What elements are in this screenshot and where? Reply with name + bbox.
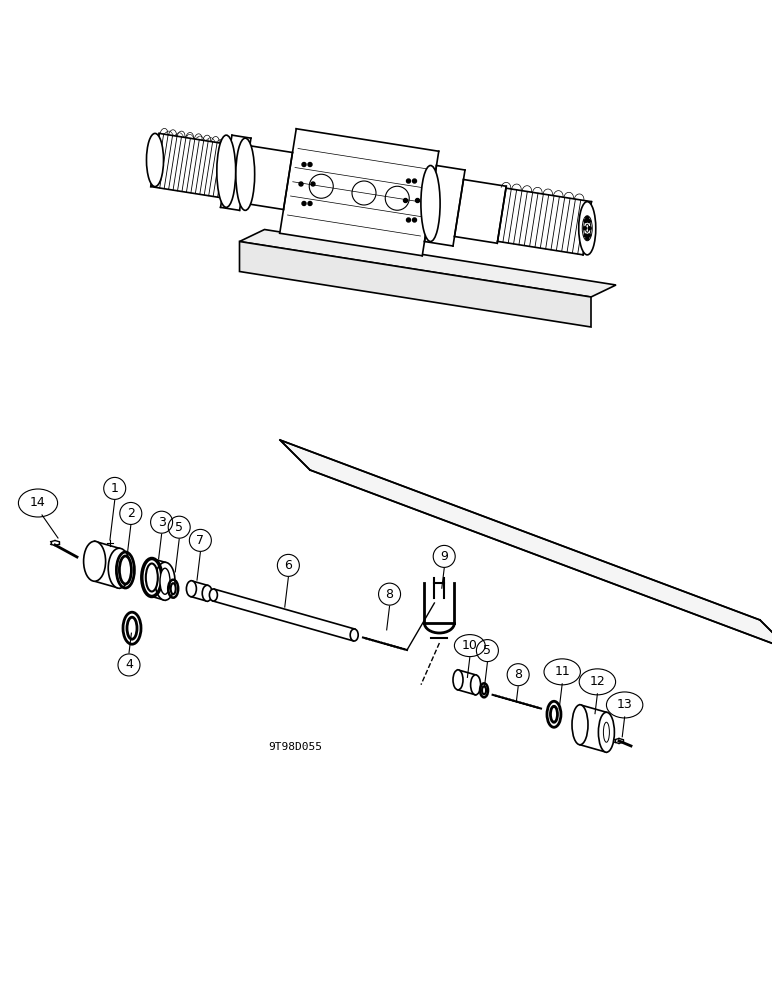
Circle shape <box>412 179 417 183</box>
Polygon shape <box>241 146 293 210</box>
Circle shape <box>586 217 589 220</box>
Ellipse shape <box>550 706 557 722</box>
Polygon shape <box>279 129 438 256</box>
Text: 8: 8 <box>385 588 394 601</box>
Ellipse shape <box>108 548 130 588</box>
Text: 3: 3 <box>157 516 165 529</box>
Text: 5: 5 <box>175 521 183 534</box>
Polygon shape <box>280 440 772 650</box>
Ellipse shape <box>453 670 463 690</box>
Text: 4: 4 <box>125 658 133 671</box>
Ellipse shape <box>120 556 131 584</box>
Text: 13: 13 <box>617 698 632 711</box>
Ellipse shape <box>235 138 255 210</box>
Text: 8: 8 <box>514 668 522 681</box>
Circle shape <box>407 218 411 222</box>
Ellipse shape <box>217 135 235 207</box>
Ellipse shape <box>146 564 157 591</box>
Circle shape <box>308 163 312 167</box>
Text: 7: 7 <box>196 534 205 547</box>
Ellipse shape <box>155 562 175 600</box>
Circle shape <box>302 201 306 205</box>
Ellipse shape <box>127 617 137 639</box>
Polygon shape <box>425 165 465 246</box>
Polygon shape <box>497 188 591 255</box>
Polygon shape <box>239 241 591 327</box>
Circle shape <box>407 179 411 183</box>
Circle shape <box>588 227 591 230</box>
Ellipse shape <box>160 568 170 594</box>
Text: 5: 5 <box>483 644 492 657</box>
Polygon shape <box>239 230 616 297</box>
Circle shape <box>586 237 589 240</box>
Ellipse shape <box>471 675 481 695</box>
Circle shape <box>299 182 303 186</box>
Circle shape <box>404 198 408 202</box>
Ellipse shape <box>147 133 164 187</box>
Text: 11: 11 <box>554 665 570 678</box>
Ellipse shape <box>598 712 615 752</box>
Ellipse shape <box>482 686 486 694</box>
Ellipse shape <box>83 541 106 581</box>
Circle shape <box>584 227 587 230</box>
Circle shape <box>587 234 591 237</box>
Text: 10: 10 <box>462 639 478 652</box>
Circle shape <box>584 234 587 237</box>
Ellipse shape <box>579 202 596 255</box>
Circle shape <box>584 220 587 223</box>
Text: 9: 9 <box>440 550 448 563</box>
Circle shape <box>302 163 306 167</box>
Circle shape <box>415 198 419 202</box>
Ellipse shape <box>350 629 358 641</box>
Polygon shape <box>455 180 506 243</box>
Ellipse shape <box>209 589 218 601</box>
Ellipse shape <box>421 165 440 241</box>
Ellipse shape <box>202 585 212 601</box>
Text: 9T98D055: 9T98D055 <box>268 742 322 752</box>
Circle shape <box>412 218 417 222</box>
Text: 6: 6 <box>284 559 293 572</box>
Polygon shape <box>151 130 597 259</box>
Ellipse shape <box>186 581 196 597</box>
Polygon shape <box>221 135 251 210</box>
Circle shape <box>308 201 312 205</box>
Circle shape <box>311 182 315 186</box>
Text: 14: 14 <box>30 496 46 510</box>
Ellipse shape <box>171 583 176 594</box>
Text: 2: 2 <box>127 507 135 520</box>
Circle shape <box>587 220 591 223</box>
Text: 12: 12 <box>590 675 605 688</box>
Text: 1: 1 <box>111 482 119 495</box>
Ellipse shape <box>572 705 588 745</box>
